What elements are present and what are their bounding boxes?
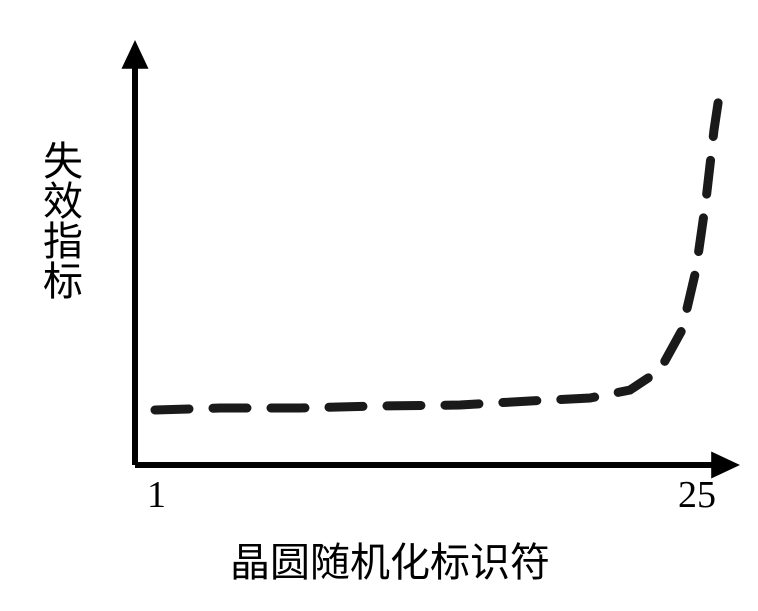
y-axis bbox=[122, 40, 149, 465]
data-series-line bbox=[155, 90, 720, 410]
chart-container: 失效指标 晶圆随机化标识符 1 25 bbox=[20, 20, 758, 591]
x-tick-label-end: 25 bbox=[678, 473, 716, 517]
x-axis bbox=[135, 452, 740, 479]
x-axis-label: 晶圆随机化标识符 bbox=[230, 530, 550, 588]
x-tick-label-start: 1 bbox=[147, 473, 166, 517]
chart-svg bbox=[20, 20, 758, 591]
y-axis-label: 失效指标 bbox=[30, 140, 88, 300]
y-axis-arrow bbox=[122, 40, 149, 69]
